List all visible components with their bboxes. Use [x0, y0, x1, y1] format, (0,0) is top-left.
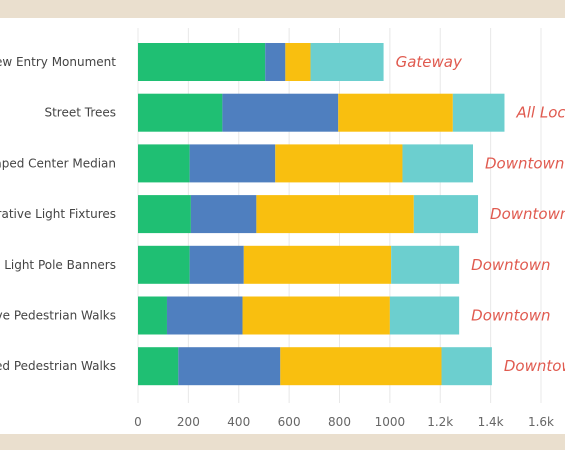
category-label: Landscaped Center Median — [0, 156, 116, 170]
x-tick-labels: 0 200 400 600 800 1000 1.2k 1.4k 1.6k — [134, 415, 554, 429]
bar-segment — [275, 144, 403, 183]
bar-segment — [138, 245, 190, 284]
bar-segment — [190, 195, 257, 234]
bar-segment — [338, 93, 453, 132]
bar-segment — [242, 296, 390, 335]
category-label: Decorative Pedestrian Walks — [0, 309, 116, 323]
bar-annotation: Downtown — [471, 307, 550, 325]
bar-segment — [265, 43, 286, 81]
bar-segment — [402, 144, 473, 183]
bar-segment — [285, 43, 311, 81]
bar-segment — [391, 245, 460, 284]
bar-segment — [178, 347, 281, 386]
bar-segment — [389, 296, 460, 335]
bar-segment — [138, 43, 266, 81]
bar-segment — [280, 347, 442, 386]
category-label: Stamped Pedestrian Walks — [0, 359, 116, 373]
bar-segment — [256, 195, 414, 234]
bar-annotation: Downtown — [490, 205, 565, 223]
x-tick-label: 1000 — [375, 415, 406, 429]
category-labels: New Entry Monument Street Trees Landscaped… — [0, 55, 116, 373]
category-label: Decorative Light Fixtures — [0, 207, 116, 221]
bars — [138, 43, 505, 386]
x-tick-label: 800 — [328, 415, 351, 429]
bar-segment — [452, 93, 505, 132]
bar-segment — [138, 296, 167, 335]
x-tick-label: 1.4k — [478, 415, 504, 429]
x-tick-label: 0 — [134, 415, 142, 429]
x-tick-label: 1.6k — [528, 415, 554, 429]
bar-segment — [441, 347, 492, 386]
x-tick-label: 600 — [278, 415, 301, 429]
bar-annotation: Downtown — [485, 154, 564, 172]
bar-annotation: All Locations — [515, 104, 565, 122]
bar-segment — [413, 195, 479, 234]
chart-frame: New Entry Monument Street Trees Landscaped… — [0, 18, 565, 434]
bar-segment — [138, 144, 190, 183]
x-tick-label: 200 — [177, 415, 200, 429]
bar-annotation: Gateway — [396, 53, 463, 71]
bar-segment — [166, 296, 243, 335]
bar-segment — [138, 195, 191, 234]
bar-annotation: Downtown — [471, 256, 550, 274]
bar-segment — [138, 347, 179, 386]
bar-segment — [189, 144, 276, 183]
bar-segment — [189, 245, 244, 284]
x-tick-label: 400 — [227, 415, 250, 429]
bar-segment — [138, 93, 223, 132]
category-label: Street Trees — [44, 106, 116, 120]
annotations: Gateway All Locations Downtown Downtown Down… — [396, 53, 565, 375]
x-tick-label: 1.2k — [427, 415, 453, 429]
stacked-bar-chart: New Entry Monument Street Trees Landscaped… — [0, 28, 565, 429]
bar-segment — [243, 245, 392, 284]
bar-annotation: Downtown — [504, 357, 565, 375]
bar-segment — [222, 93, 339, 132]
category-label: Light Pole Banners — [4, 258, 116, 272]
bar-segment — [310, 43, 384, 81]
category-label: New Entry Monument — [0, 55, 116, 69]
